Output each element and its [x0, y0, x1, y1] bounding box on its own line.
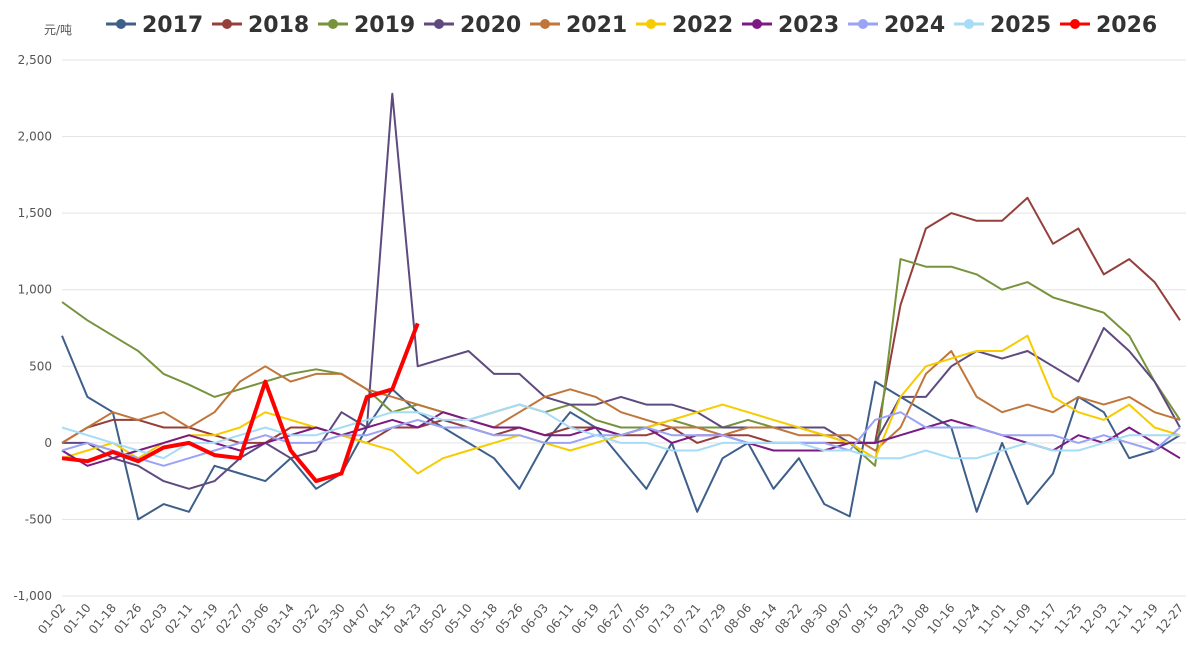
x-tick-label: 08-22 [772, 601, 805, 637]
x-tick-label: 07-29 [696, 601, 729, 637]
x-tick-label: 05-26 [493, 601, 526, 637]
x-tick-label: 01-18 [86, 601, 119, 637]
legend-label: 2021 [566, 13, 627, 38]
legend-marker [646, 19, 656, 29]
x-tick-label: 01-10 [61, 601, 94, 637]
x-tick-label: 02-11 [162, 601, 195, 637]
x-tick-label: 01-02 [35, 601, 68, 637]
legend-label: 2018 [248, 13, 309, 38]
x-tick-label: 02-27 [213, 601, 246, 637]
x-tick-label: 09-23 [874, 601, 907, 637]
series-line [61, 411, 1181, 467]
x-tick-label: 12-27 [1153, 601, 1186, 637]
x-tick-label: 12-11 [1102, 601, 1135, 637]
x-tick-label: 08-06 [721, 601, 754, 637]
x-tick-label: 06-11 [543, 601, 576, 637]
x-tick-label: 10-24 [950, 601, 983, 637]
x-tick-label: 05-02 [416, 601, 449, 637]
legend-marker [222, 19, 232, 29]
legend-label: 2020 [460, 13, 521, 38]
legend-marker [1070, 19, 1080, 29]
legend-label: 2026 [1096, 13, 1157, 38]
y-tick-label: 2,000 [18, 130, 52, 144]
x-tick-label: 06-27 [594, 601, 627, 637]
x-tick-label: 09-07 [823, 601, 856, 637]
legend-marker [328, 19, 338, 29]
x-tick-label: 04-07 [340, 601, 373, 637]
legend-marker [434, 19, 444, 29]
x-tick-label: 09-15 [848, 601, 881, 637]
legend-label: 2025 [990, 13, 1051, 38]
x-tick-label: 02-19 [188, 601, 221, 637]
x-tick-label: 07-13 [645, 601, 678, 637]
x-tick-label: 04-15 [365, 601, 398, 637]
x-tick-label: 12-03 [1077, 601, 1110, 637]
x-tick-label: 01-26 [111, 601, 144, 637]
x-tick-label: 08-30 [797, 601, 830, 637]
x-tick-label: 08-14 [747, 601, 780, 637]
x-tick-label: 10-16 [924, 601, 957, 637]
series-line [61, 335, 1181, 521]
legend-label: 2022 [672, 13, 733, 38]
legend-marker [752, 19, 762, 29]
x-tick-label: 11-09 [1001, 601, 1034, 637]
legend-label: 2019 [354, 13, 415, 38]
x-tick-label: 11-01 [975, 601, 1008, 637]
legend-marker [116, 19, 126, 29]
x-tick-label: 06-19 [569, 601, 602, 637]
series-line [61, 196, 1181, 444]
x-tick-label: 10-08 [899, 601, 932, 637]
series-line [61, 258, 1181, 467]
y-tick-label: -1,000 [13, 589, 52, 603]
y-tick-label: 2,500 [18, 53, 52, 67]
x-tick-label: 03-22 [289, 601, 322, 637]
y-tick-label: 500 [29, 359, 52, 373]
x-tick-label: 11-17 [1026, 601, 1059, 637]
x-tick-label: 11-25 [1052, 601, 1085, 637]
y-tick-label: 1,000 [18, 283, 52, 297]
legend-label: 2023 [778, 13, 839, 38]
x-tick-label: 07-21 [670, 601, 703, 637]
y-tick-label: -500 [25, 512, 52, 526]
y-unit: 元/吨 [44, 23, 72, 37]
x-tick-label: 03-30 [315, 601, 348, 637]
y-tick-label: 1,500 [18, 206, 52, 220]
x-tick-label: 07-05 [620, 601, 653, 637]
legend-marker [540, 19, 550, 29]
series-line [62, 92, 1181, 490]
x-tick-label: 04-23 [391, 601, 424, 637]
legend-label: 2024 [884, 13, 945, 38]
x-tick-label: 12-19 [1128, 601, 1161, 637]
series-line [61, 322, 420, 484]
x-tick-label: 02-03 [137, 601, 170, 637]
legend-marker [964, 19, 974, 29]
series-line [61, 350, 1181, 452]
x-tick-label: 06-03 [518, 601, 551, 637]
x-tick-label: 03-06 [238, 601, 271, 637]
y-tick-label: 0 [44, 436, 52, 450]
legend-marker [858, 19, 868, 29]
x-tick-label: 05-18 [467, 601, 500, 637]
x-tick-label: 03-14 [264, 601, 297, 637]
x-tick-label: 05-10 [442, 601, 475, 637]
legend-label: 2017 [142, 13, 203, 38]
